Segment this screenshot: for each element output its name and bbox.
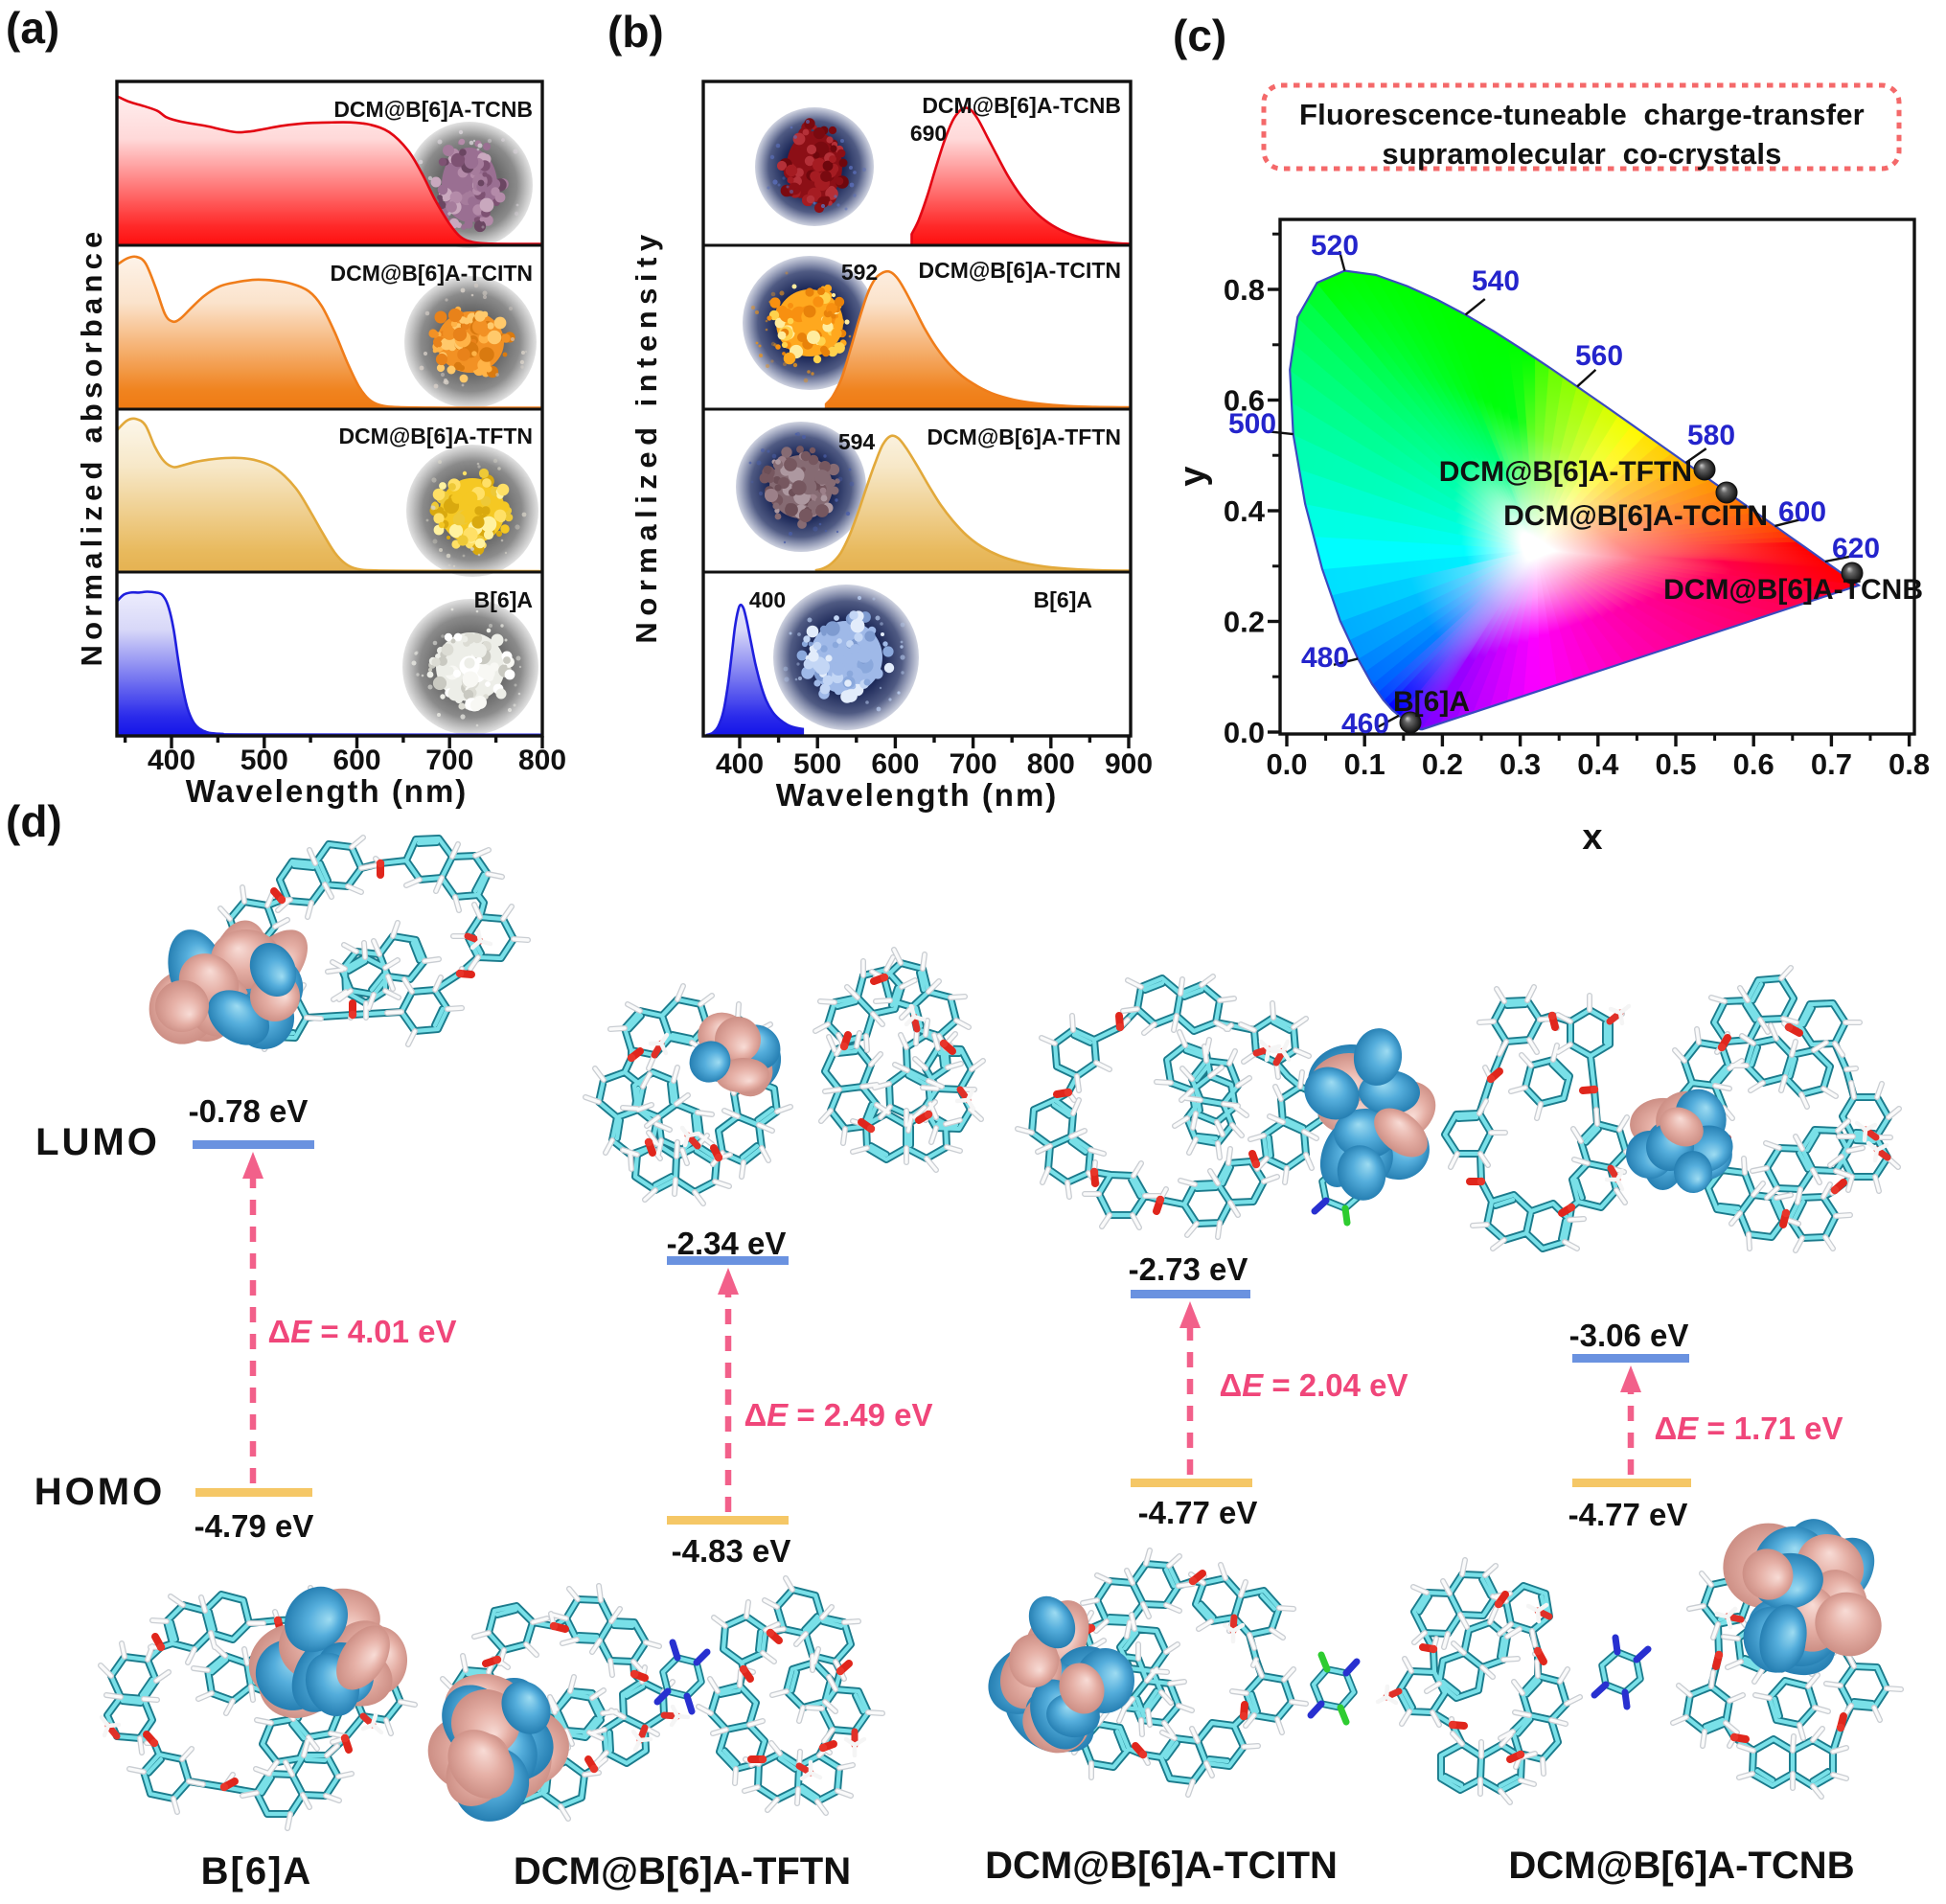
svg-text:0.4: 0.4 <box>1577 747 1619 781</box>
svg-text:600: 600 <box>1778 496 1826 528</box>
svg-text:Normalized intensity: Normalized intensity <box>630 228 663 643</box>
svg-text:DCM@B[6]A-TCITN: DCM@B[6]A-TCITN <box>330 261 533 286</box>
svg-text:0.2: 0.2 <box>1422 747 1463 781</box>
svg-text:B[6]A: B[6]A <box>1393 686 1470 718</box>
svg-text:B[6]A: B[6]A <box>201 1850 313 1893</box>
svg-text:560: 560 <box>1575 340 1623 372</box>
svg-text:520: 520 <box>1311 230 1359 262</box>
svg-text:(d): (d) <box>6 796 62 846</box>
svg-text:DCM@B[6]A-TCITN: DCM@B[6]A-TCITN <box>918 258 1121 283</box>
svg-text:DCM@B[6]A-TFTN: DCM@B[6]A-TFTN <box>927 424 1121 449</box>
svg-text:800: 800 <box>1027 748 1075 780</box>
svg-text:(a): (a) <box>6 3 59 53</box>
svg-text:0.4: 0.4 <box>1224 494 1266 528</box>
svg-text:400: 400 <box>716 748 764 780</box>
svg-text:900: 900 <box>1105 748 1153 780</box>
svg-text:-3.06 eV: -3.06 eV <box>1569 1318 1689 1353</box>
svg-text:0.1: 0.1 <box>1344 747 1385 781</box>
svg-text:DCM@B[6]A-TCNB: DCM@B[6]A-TCNB <box>1663 574 1923 606</box>
svg-text:594: 594 <box>838 429 876 454</box>
svg-text:480: 480 <box>1301 642 1349 674</box>
svg-text:500: 500 <box>1228 408 1276 440</box>
svg-text:0.0: 0.0 <box>1266 747 1307 781</box>
svg-text:620: 620 <box>1832 533 1880 564</box>
svg-text:x: x <box>1582 817 1602 858</box>
svg-text:(c): (c) <box>1173 11 1226 60</box>
svg-text:(b): (b) <box>607 7 664 57</box>
svg-text:-4.79 eV: -4.79 eV <box>195 1508 314 1544</box>
svg-text:-2.34 eV: -2.34 eV <box>667 1226 787 1261</box>
svg-text:DCM@B[6]A-TCITN: DCM@B[6]A-TCITN <box>1503 500 1768 532</box>
svg-text:0.3: 0.3 <box>1500 747 1541 781</box>
svg-text:LUMO: LUMO <box>35 1121 160 1163</box>
svg-text:500: 500 <box>793 748 841 780</box>
svg-text:B[6]A: B[6]A <box>1034 587 1092 612</box>
svg-text:600: 600 <box>871 748 919 780</box>
svg-text:DCM@B[6]A-TFTN: DCM@B[6]A-TFTN <box>514 1850 851 1893</box>
svg-text:-0.78 eV: -0.78 eV <box>189 1093 309 1129</box>
svg-text:592: 592 <box>841 260 878 285</box>
svg-text:DCM@B[6]A-TCNB: DCM@B[6]A-TCNB <box>922 93 1121 118</box>
svg-text:y: y <box>1173 466 1213 486</box>
svg-text:DCM@B[6]A-TCITN: DCM@B[6]A-TCITN <box>985 1845 1338 1887</box>
svg-text:DCM@B[6]A-TFTN: DCM@B[6]A-TFTN <box>1439 456 1692 488</box>
svg-text:0.6: 0.6 <box>1733 747 1774 781</box>
svg-text:Normalized absorbance: Normalized absorbance <box>75 227 108 667</box>
svg-text:690: 690 <box>910 121 947 146</box>
svg-text:700: 700 <box>425 745 473 776</box>
svg-text:400: 400 <box>749 587 786 612</box>
svg-text:Wavelength (nm): Wavelength (nm) <box>776 777 1059 813</box>
svg-text:-4.77 eV: -4.77 eV <box>1568 1497 1688 1532</box>
svg-text:ΔE = 4.01 eV: ΔE = 4.01 eV <box>267 1314 456 1349</box>
svg-text:800: 800 <box>518 745 566 776</box>
svg-text:B[6]A: B[6]A <box>474 587 533 612</box>
svg-text:-2.73 eV: -2.73 eV <box>1129 1251 1248 1287</box>
svg-text:0.8: 0.8 <box>1224 273 1265 307</box>
svg-text:460: 460 <box>1341 708 1389 740</box>
svg-text:-4.77 eV: -4.77 eV <box>1138 1495 1258 1530</box>
svg-text:0.5: 0.5 <box>1655 747 1696 781</box>
svg-text:ΔE = 2.49 eV: ΔE = 2.49 eV <box>744 1397 932 1433</box>
svg-text:DCM@B[6]A-TFTN: DCM@B[6]A-TFTN <box>338 424 533 448</box>
svg-text:ΔE = 2.04 eV: ΔE = 2.04 eV <box>1219 1367 1408 1403</box>
svg-text:600: 600 <box>332 745 380 776</box>
svg-text:0.2: 0.2 <box>1224 606 1265 639</box>
svg-text:Fluorescence-tuneable charge-: Fluorescence-tuneable charge-transfer <box>1299 98 1865 131</box>
svg-text:0.7: 0.7 <box>1811 747 1852 781</box>
svg-text:700: 700 <box>950 748 997 780</box>
svg-text:0.8: 0.8 <box>1889 747 1930 781</box>
svg-text:supramolecular co-crystals: supramolecular co-crystals <box>1382 137 1781 171</box>
svg-text:0.0: 0.0 <box>1224 716 1265 749</box>
svg-text:DCM@B[6]A-TCNB: DCM@B[6]A-TCNB <box>1508 1845 1854 1887</box>
svg-text:-4.83 eV: -4.83 eV <box>672 1533 791 1569</box>
svg-text:DCM@B[6]A-TCNB: DCM@B[6]A-TCNB <box>333 97 533 122</box>
svg-text:500: 500 <box>240 745 288 776</box>
svg-text:580: 580 <box>1687 420 1735 451</box>
svg-text:ΔE = 1.71 eV: ΔE = 1.71 eV <box>1654 1411 1843 1446</box>
svg-text:400: 400 <box>148 745 195 776</box>
svg-text:540: 540 <box>1472 265 1520 297</box>
svg-text:0.6: 0.6 <box>1224 384 1265 418</box>
svg-text:Wavelength (nm): Wavelength (nm) <box>186 773 469 809</box>
svg-text:HOMO: HOMO <box>34 1471 165 1513</box>
